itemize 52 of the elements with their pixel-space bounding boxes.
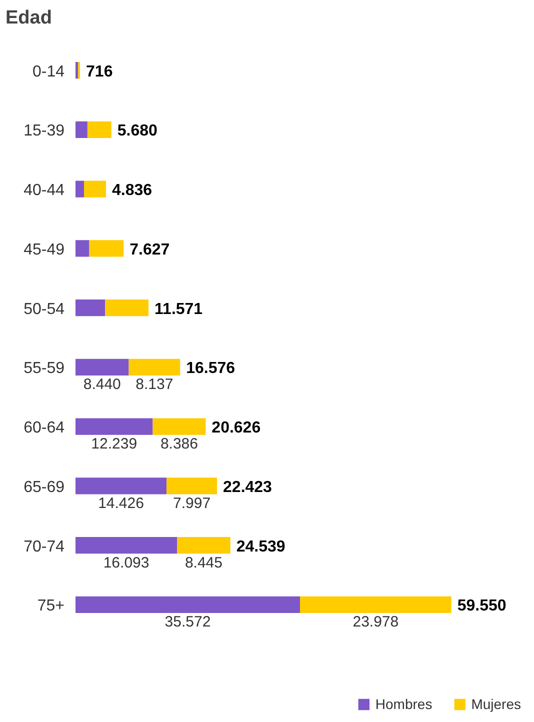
bar <box>166 478 218 494</box>
legend-label: Mujeres <box>471 696 521 712</box>
total-label: 24.539 <box>236 538 286 556</box>
total-label: 11.571 <box>154 300 203 318</box>
data-label: 8.440 <box>83 376 121 394</box>
total-label: 16.576 <box>186 360 236 378</box>
data-label: 7.997 <box>173 494 211 512</box>
y-tick-label: 55-59 <box>24 360 65 378</box>
total-label: 20.626 <box>212 420 261 437</box>
y-tick-label: 40-44 <box>24 182 65 200</box>
bar <box>128 358 180 376</box>
total-label: 22.423 <box>223 478 272 496</box>
bar <box>300 596 452 613</box>
bar <box>177 537 230 554</box>
bar <box>84 180 106 198</box>
bar <box>76 62 78 79</box>
y-tick-label: 75+ <box>37 598 64 615</box>
chart-title: Edad <box>6 8 52 28</box>
y-tick-label: 60-64 <box>24 420 65 437</box>
bar <box>76 180 84 198</box>
data-label: 14.426 <box>98 494 144 512</box>
bar <box>152 418 206 435</box>
y-tick-label: 70-74 <box>24 538 65 556</box>
y-tick-label: 0-14 <box>32 63 65 80</box>
data-label: 8.386 <box>160 436 198 453</box>
data-label: 8.445 <box>184 554 222 572</box>
bar <box>87 121 112 138</box>
total-label: 716 <box>86 63 113 80</box>
bar <box>76 300 106 316</box>
total-label: 4.836 <box>112 182 152 200</box>
data-label: 12.239 <box>91 436 138 453</box>
data-label: 8.137 <box>136 376 174 394</box>
data-label: 35.572 <box>164 614 211 631</box>
bar <box>105 300 149 316</box>
y-tick-label: 65-69 <box>24 478 65 496</box>
bar <box>76 358 129 376</box>
data-label: 23.978 <box>352 614 399 631</box>
bar <box>76 478 167 494</box>
data-label: 16.093 <box>103 554 150 572</box>
total-label: 59.550 <box>457 598 506 615</box>
y-tick-label: 50-54 <box>24 300 65 318</box>
y-tick-label: 45-49 <box>24 241 65 258</box>
bar <box>76 240 90 257</box>
bar <box>76 121 88 138</box>
bar <box>76 596 300 613</box>
bar <box>76 418 153 435</box>
legend-label: Hombres <box>375 696 432 712</box>
y-tick-label: 15-39 <box>24 122 65 140</box>
total-label: 5.680 <box>117 122 158 140</box>
bar <box>76 537 178 554</box>
bar <box>89 240 124 257</box>
total-label: 7.627 <box>130 241 170 258</box>
